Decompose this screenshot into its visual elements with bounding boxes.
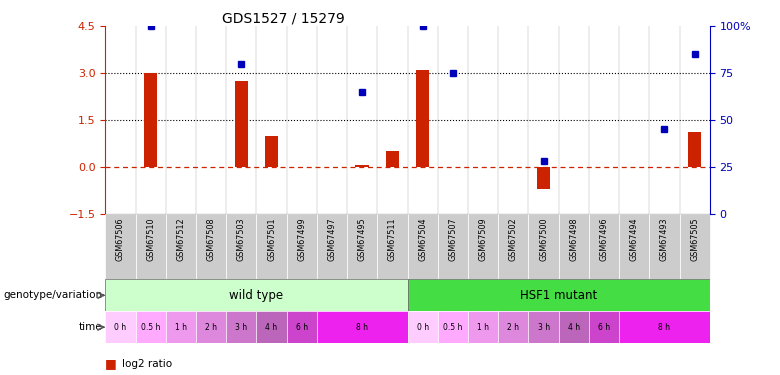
Bar <box>537 167 551 189</box>
Bar <box>196 311 226 343</box>
Bar <box>407 279 710 311</box>
Bar <box>347 214 378 279</box>
Text: log2 ratio: log2 ratio <box>122 359 172 369</box>
Bar <box>529 214 558 279</box>
Text: HSF1 mutant: HSF1 mutant <box>520 289 597 302</box>
Text: GSM67495: GSM67495 <box>358 217 367 261</box>
Bar <box>287 311 317 343</box>
Text: 4 h: 4 h <box>265 322 278 332</box>
Text: GSM67496: GSM67496 <box>600 217 608 261</box>
Text: GSM67502: GSM67502 <box>509 217 518 261</box>
Text: 0 h: 0 h <box>115 322 126 332</box>
Text: GSM67504: GSM67504 <box>418 217 427 261</box>
Bar <box>407 214 438 279</box>
Bar <box>407 311 438 343</box>
Text: 1 h: 1 h <box>477 322 489 332</box>
Text: 0 h: 0 h <box>417 322 429 332</box>
Bar <box>165 311 196 343</box>
Bar <box>438 311 468 343</box>
Text: 6 h: 6 h <box>598 322 610 332</box>
Text: 4 h: 4 h <box>568 322 580 332</box>
Text: GSM67510: GSM67510 <box>146 217 155 261</box>
Text: GSM67511: GSM67511 <box>388 217 397 261</box>
Bar <box>688 132 701 167</box>
Bar <box>498 214 529 279</box>
Text: GSM67508: GSM67508 <box>207 217 215 261</box>
Bar <box>136 214 165 279</box>
Bar <box>226 214 257 279</box>
Bar <box>438 214 468 279</box>
Bar <box>468 214 498 279</box>
Text: 3 h: 3 h <box>236 322 247 332</box>
Bar <box>196 214 226 279</box>
Bar <box>529 311 558 343</box>
Text: GSM67503: GSM67503 <box>237 217 246 261</box>
Bar <box>257 214 287 279</box>
Bar <box>679 214 710 279</box>
Text: GSM67499: GSM67499 <box>297 217 307 261</box>
Text: GSM67505: GSM67505 <box>690 217 699 261</box>
Text: GSM67507: GSM67507 <box>448 217 457 261</box>
Text: GSM67506: GSM67506 <box>116 217 125 261</box>
Bar <box>105 214 136 279</box>
Bar <box>105 311 136 343</box>
Bar <box>619 214 649 279</box>
Bar <box>498 311 529 343</box>
Bar <box>105 279 407 311</box>
Bar <box>589 311 619 343</box>
Bar <box>416 70 430 167</box>
Bar <box>226 311 257 343</box>
Text: ■: ■ <box>105 357 117 370</box>
Text: 8 h: 8 h <box>356 322 368 332</box>
Text: GSM67493: GSM67493 <box>660 217 669 261</box>
Text: 6 h: 6 h <box>296 322 308 332</box>
Text: 2 h: 2 h <box>205 322 217 332</box>
Bar <box>235 81 248 167</box>
Text: GSM67494: GSM67494 <box>629 217 639 261</box>
Bar <box>558 311 589 343</box>
Bar <box>619 311 710 343</box>
Text: GSM67501: GSM67501 <box>267 217 276 261</box>
Text: GSM67512: GSM67512 <box>176 217 186 261</box>
Text: 0.5 h: 0.5 h <box>141 322 161 332</box>
Text: genotype/variation: genotype/variation <box>3 290 102 300</box>
Bar <box>136 311 165 343</box>
Bar <box>144 73 158 167</box>
Text: GSM67500: GSM67500 <box>539 217 548 261</box>
Text: 0.5 h: 0.5 h <box>443 322 463 332</box>
Bar <box>165 214 196 279</box>
Text: wild type: wild type <box>229 289 283 302</box>
Bar <box>356 165 369 167</box>
Text: GSM67497: GSM67497 <box>328 217 336 261</box>
Bar <box>649 214 679 279</box>
Text: ■: ■ <box>105 374 117 375</box>
Text: GDS1527 / 15279: GDS1527 / 15279 <box>222 11 345 25</box>
Text: 2 h: 2 h <box>507 322 519 332</box>
Bar <box>468 311 498 343</box>
Bar <box>264 136 278 167</box>
Bar <box>257 311 287 343</box>
Text: GSM67509: GSM67509 <box>479 217 488 261</box>
Bar <box>287 214 317 279</box>
Bar <box>589 214 619 279</box>
Text: 3 h: 3 h <box>537 322 550 332</box>
Bar <box>385 151 399 167</box>
Text: 8 h: 8 h <box>658 322 671 332</box>
Text: 1 h: 1 h <box>175 322 187 332</box>
Bar <box>317 214 347 279</box>
Bar <box>558 214 589 279</box>
Bar <box>378 214 408 279</box>
Bar <box>317 311 407 343</box>
Text: GSM67498: GSM67498 <box>569 217 578 261</box>
Text: time: time <box>79 322 102 332</box>
